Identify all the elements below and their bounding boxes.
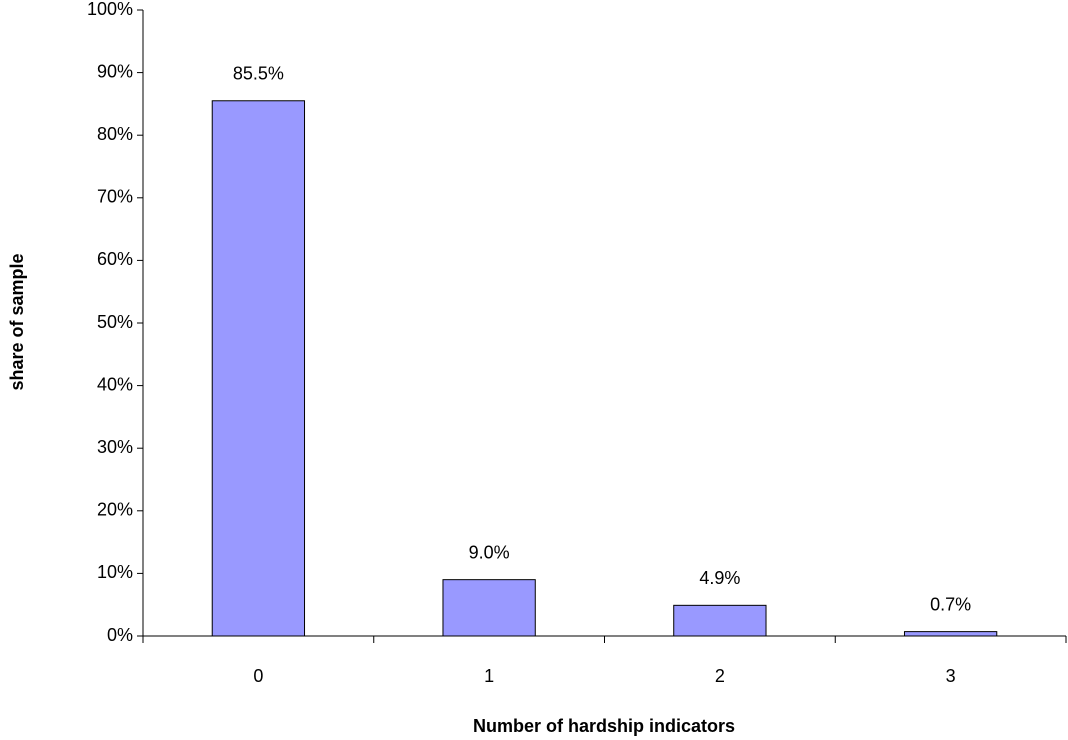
x-tick-label: 0 xyxy=(253,666,263,686)
y-tick-label: 90% xyxy=(97,61,133,81)
y-tick-label: 20% xyxy=(97,500,133,520)
y-tick-label: 0% xyxy=(107,625,133,645)
value-label: 0.7% xyxy=(930,594,971,614)
y-tick-label: 60% xyxy=(97,249,133,269)
bar xyxy=(442,579,536,637)
value-label: 85.5% xyxy=(233,64,284,84)
value-label: 9.0% xyxy=(469,542,510,562)
bar xyxy=(903,631,998,637)
y-axis-title: share of sample xyxy=(7,253,27,390)
y-tick-label: 50% xyxy=(97,312,133,332)
y-tick-label: 70% xyxy=(97,187,133,207)
y-tick-label: 10% xyxy=(97,562,133,582)
y-tick-label: 30% xyxy=(97,437,133,457)
x-tick-label: 2 xyxy=(715,666,725,686)
bar xyxy=(211,100,306,637)
value-label: 4.9% xyxy=(699,568,740,588)
x-tick-label: 1 xyxy=(484,666,494,686)
x-tick-label: 3 xyxy=(946,666,956,686)
y-tick-label: 100% xyxy=(87,0,133,19)
y-tick-label: 80% xyxy=(97,124,133,144)
bar xyxy=(673,604,767,637)
y-tick-label: 40% xyxy=(97,374,133,394)
x-axis-title: Number of hardship indicators xyxy=(473,716,735,736)
